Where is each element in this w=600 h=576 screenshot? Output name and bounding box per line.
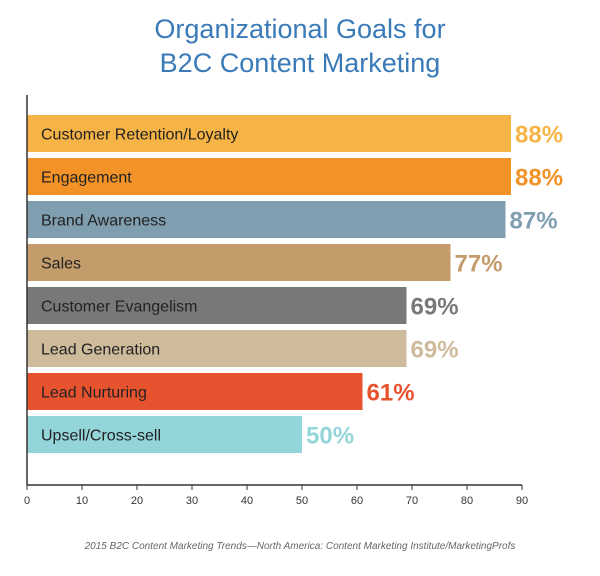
x-tick-label: 50: [296, 495, 308, 507]
bar: [27, 115, 511, 152]
x-tick-label: 80: [461, 495, 473, 507]
bar-category-label: Sales: [41, 256, 81, 273]
bar-value-label: 88%: [515, 165, 563, 192]
x-tick-label: 60: [351, 495, 363, 507]
bar-category-label: Upsell/Cross-sell: [41, 428, 161, 445]
bar-category-label: Brand Awareness: [41, 213, 166, 230]
x-tick-label: 10: [76, 495, 88, 507]
chart-title-line-1: Organizational Goals for: [154, 14, 446, 44]
bar-value-label: 69%: [411, 337, 459, 364]
bar: [27, 330, 407, 367]
source-note: 2015 B2C Content Marketing Trends—North …: [84, 541, 516, 552]
bar-category-label: Lead Generation: [41, 342, 160, 359]
x-tick-label: 30: [186, 495, 198, 507]
x-tick-label: 90: [516, 495, 528, 507]
chart-title-line-2: B2C Content Marketing: [159, 48, 441, 78]
bar-value-label: 69%: [411, 294, 459, 321]
bar: [27, 201, 506, 238]
bar-category-label: Engagement: [41, 170, 132, 187]
x-tick-label: 70: [406, 495, 418, 507]
bar-value-label: 88%: [515, 122, 563, 149]
bar-value-label: 61%: [367, 380, 415, 407]
bar: [27, 373, 363, 410]
x-tick-label: 0: [24, 495, 30, 507]
x-tick-label: 40: [241, 495, 253, 507]
bar: [27, 416, 302, 453]
bar-category-label: Customer Evangelism: [41, 299, 198, 316]
bar-category-label: Customer Retention/Loyalty: [41, 127, 238, 144]
x-tick-label: 20: [131, 495, 143, 507]
bar-value-label: 87%: [510, 208, 558, 235]
bar-value-label: 50%: [306, 423, 354, 450]
bar: [27, 287, 407, 324]
bar: [27, 158, 511, 195]
bar-value-label: 77%: [455, 251, 503, 278]
bar-category-label: Lead Nurturing: [41, 385, 147, 402]
chart-title: Organizational Goals for B2C Content Mar…: [0, 12, 600, 80]
bar: [27, 244, 451, 281]
